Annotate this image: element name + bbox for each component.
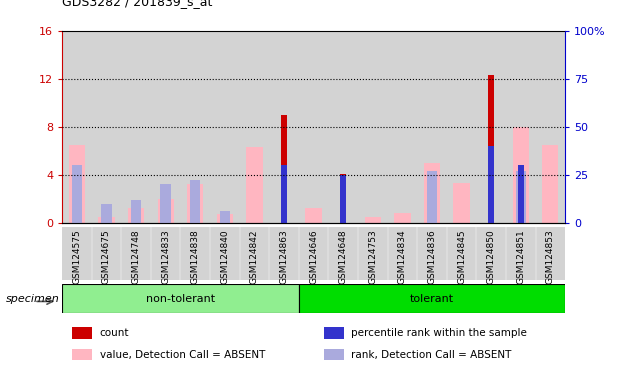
Text: tolerant: tolerant [410,293,454,304]
Text: value, Detection Call = ABSENT: value, Detection Call = ABSENT [100,349,265,360]
Bar [324,349,344,361]
Bar [151,227,181,280]
Bar [190,180,201,223]
Text: rank, Detection Call = ABSENT: rank, Detection Call = ABSENT [351,349,512,360]
Bar [72,327,93,339]
Bar [358,227,388,280]
Text: GSM124851: GSM124851 [516,229,525,284]
Text: GSM124842: GSM124842 [250,229,259,284]
Text: GSM124748: GSM124748 [132,229,140,284]
Bar [92,227,121,280]
Bar [324,327,344,339]
Bar [128,208,144,223]
Text: GSM124853: GSM124853 [546,229,555,284]
Bar [98,217,115,223]
Bar [424,163,440,223]
Bar [365,217,381,223]
Bar [476,227,506,280]
Bar [210,227,240,280]
Text: specimen: specimen [6,294,60,304]
Bar [388,31,417,223]
Text: GSM124833: GSM124833 [161,229,170,284]
Bar [446,227,476,280]
Bar [181,31,210,223]
Bar [329,31,358,223]
Bar [340,175,346,223]
Bar [121,227,151,280]
Bar [329,227,358,280]
Bar [160,184,171,223]
Bar [281,165,287,223]
Bar [220,211,230,223]
Text: GSM124850: GSM124850 [487,229,496,284]
Bar [512,127,529,223]
Text: GSM124646: GSM124646 [309,229,318,284]
Bar [240,227,270,280]
Bar [453,183,469,223]
Text: GSM124836: GSM124836 [427,229,437,284]
Bar [506,31,535,223]
Bar [270,227,299,280]
Bar [181,227,210,280]
Bar [281,115,287,223]
Bar [131,200,141,223]
Text: GSM124575: GSM124575 [73,229,81,284]
Bar [92,31,121,223]
Bar [299,284,565,313]
Bar [417,227,446,280]
Bar [506,227,535,280]
Bar [542,145,558,223]
Bar [62,227,92,280]
Bar [388,227,417,280]
Bar [71,165,82,223]
Bar [158,199,174,223]
Bar [121,31,151,223]
Text: GSM124845: GSM124845 [457,229,466,284]
Bar [535,227,565,280]
Bar [340,174,346,223]
Text: GSM124840: GSM124840 [220,229,229,284]
Bar [476,31,506,223]
Bar [69,145,85,223]
Bar [72,349,93,361]
Text: GSM124648: GSM124648 [338,229,348,284]
Bar [535,31,565,223]
Bar [210,31,240,223]
Bar [240,31,270,223]
Bar [446,31,476,223]
Bar [299,227,329,280]
Text: GSM124675: GSM124675 [102,229,111,284]
Bar [306,208,322,223]
Bar [488,146,494,223]
Bar [417,31,446,223]
Bar [62,31,92,223]
Text: GSM124834: GSM124834 [398,229,407,284]
Text: count: count [100,328,129,338]
Text: GSM124863: GSM124863 [279,229,289,284]
Bar [488,75,494,223]
Text: percentile rank within the sample: percentile rank within the sample [351,328,527,338]
Bar [151,31,181,223]
Bar [394,213,410,223]
Text: GDS3282 / 201839_s_at: GDS3282 / 201839_s_at [62,0,212,8]
Bar [187,184,204,223]
Bar [101,204,112,223]
Bar [299,31,329,223]
Text: non-tolerant: non-tolerant [146,293,215,304]
Bar [515,171,526,223]
Bar [217,214,233,223]
Bar [247,147,263,223]
Bar [62,284,299,313]
Text: GSM124838: GSM124838 [191,229,200,284]
Bar [270,31,299,223]
Bar [518,165,524,223]
Bar [358,31,388,223]
Bar [427,171,437,223]
Text: GSM124753: GSM124753 [368,229,378,284]
